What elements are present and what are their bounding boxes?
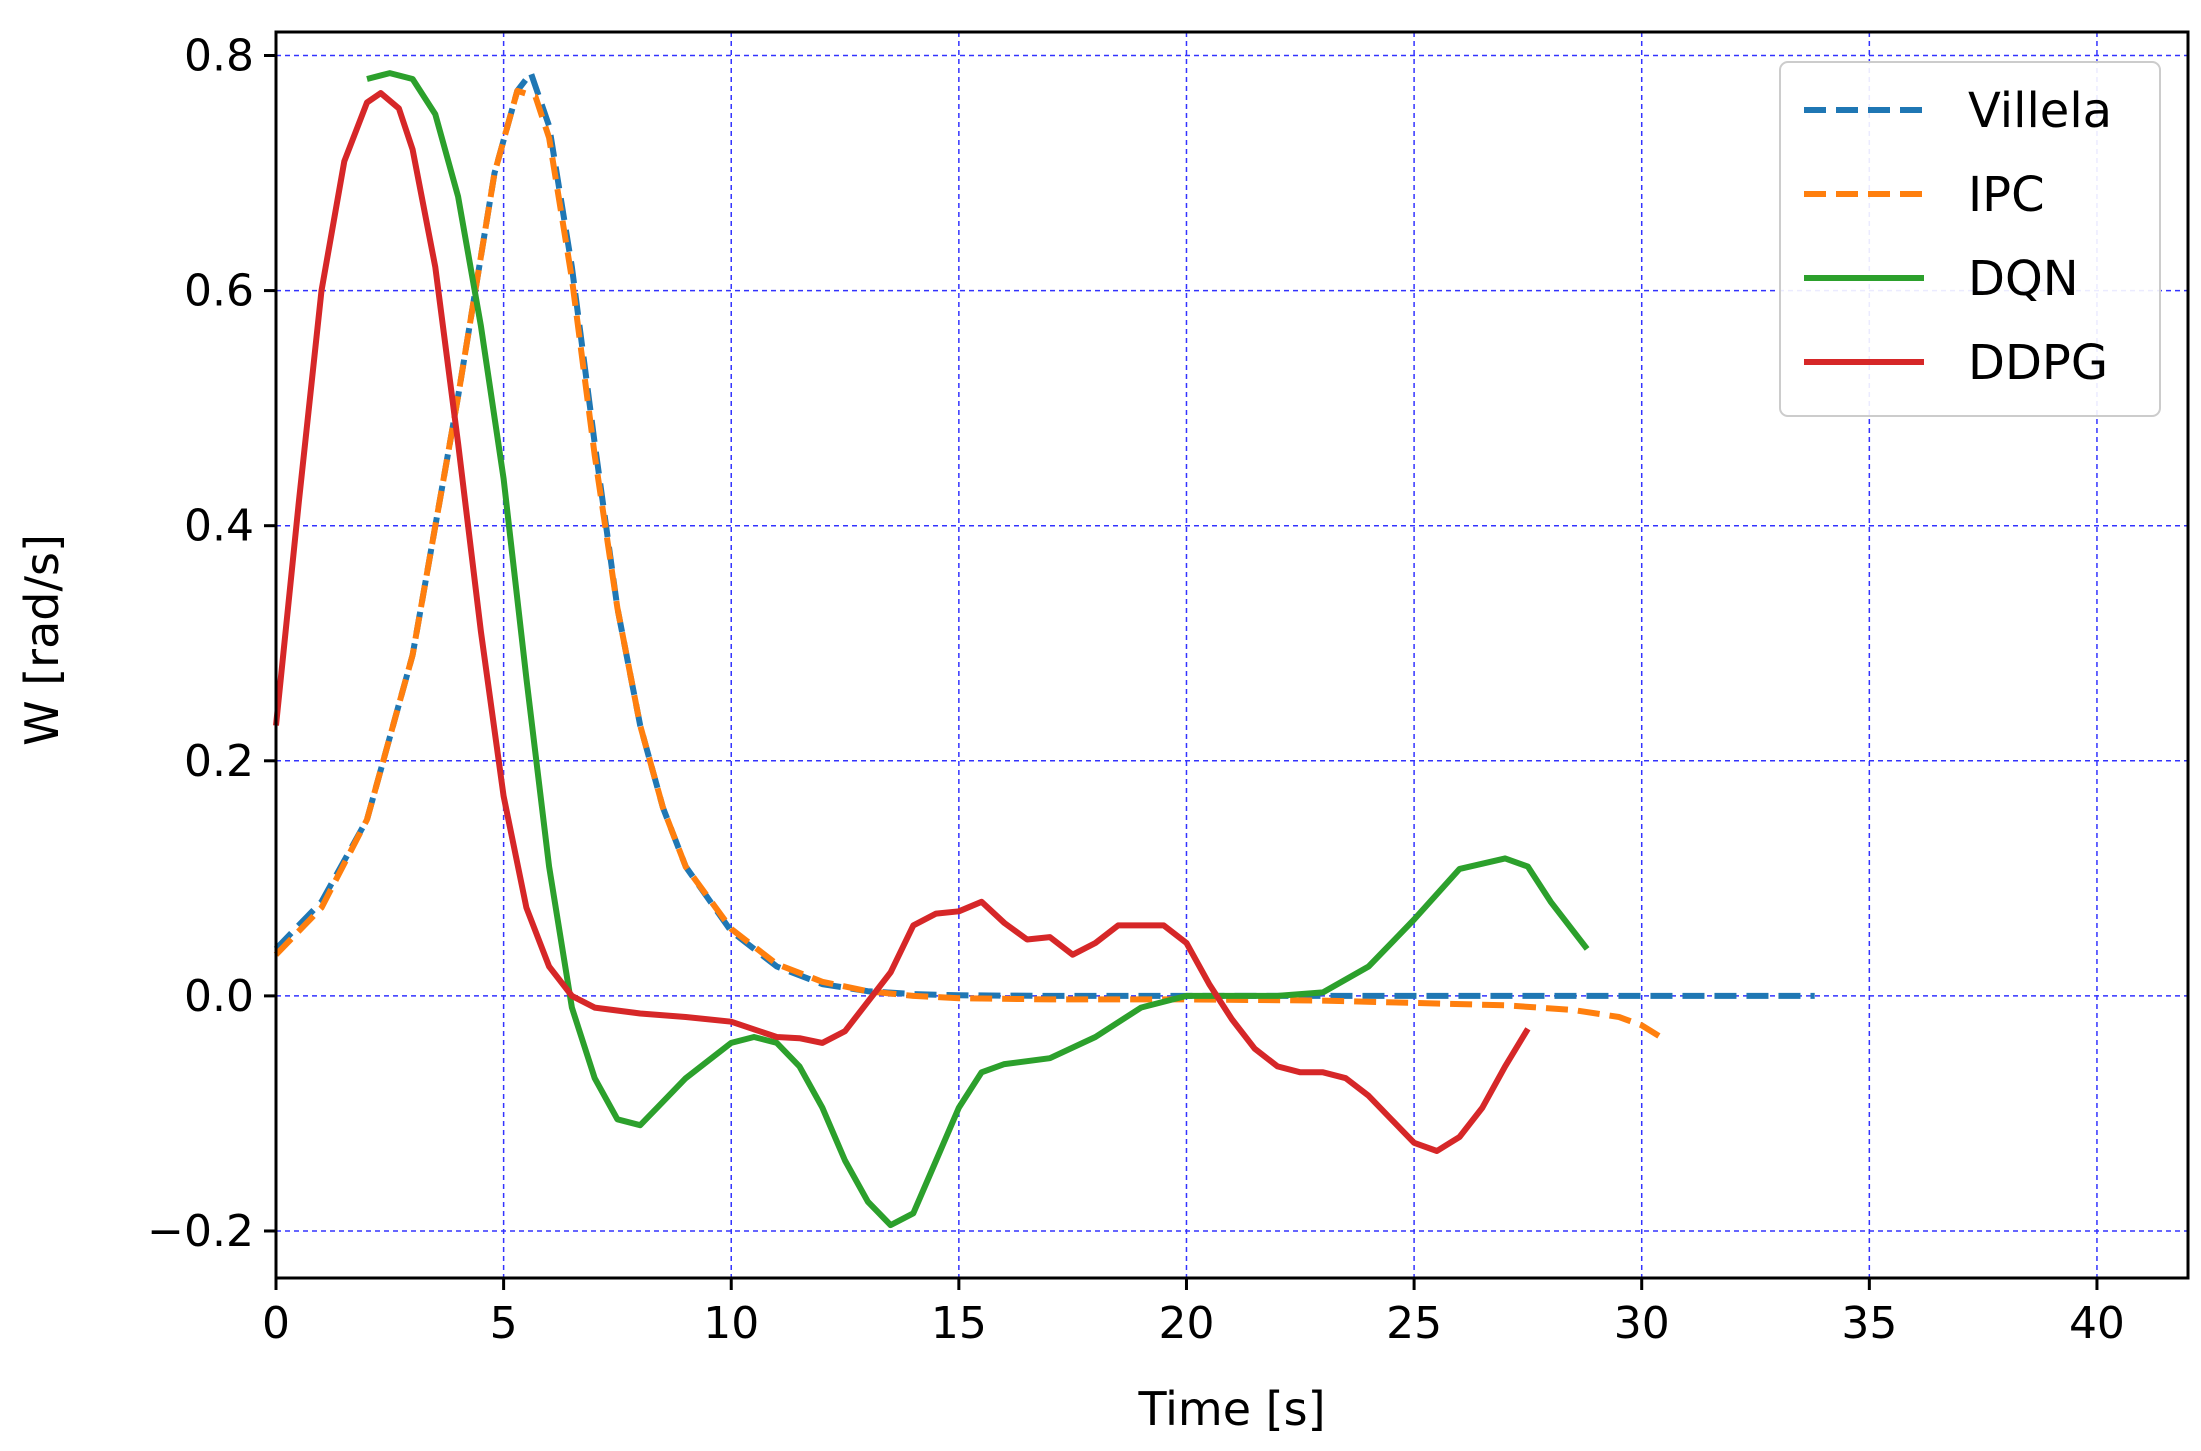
series-line-ipc <box>273 87 1667 1042</box>
y-tick-label: 0.0 <box>184 971 254 1022</box>
legend: Villela IPC DQN DDPG <box>1779 61 2161 417</box>
x-tick-label: 15 <box>931 1298 987 1349</box>
x-tick-label: 0 <box>262 1298 290 1349</box>
y-tick-label: 0.2 <box>184 736 254 787</box>
y-tick-label: −0.2 <box>147 1206 254 1257</box>
x-tick-label: 30 <box>1614 1298 1670 1349</box>
y-tick-label: 0.6 <box>184 266 254 317</box>
x-tick-label: 25 <box>1386 1298 1442 1349</box>
legend-label: Villela <box>1968 83 2112 139</box>
x-tick-label: 5 <box>490 1298 518 1349</box>
series-line-dqn <box>366 70 1590 1229</box>
y-tick-label: 0.8 <box>184 31 254 82</box>
axis-ticks: 0 5 10 15 20 25 30 35 40 −0.2 0.0 0.2 0.4 0.6 0.8 <box>147 31 2125 1349</box>
y-axis-title: W [rad/s] <box>15 534 69 746</box>
series-lines <box>273 70 1815 1229</box>
legend-box <box>1779 61 2161 417</box>
x-axis-title: Time [s] <box>1137 1382 1325 1436</box>
legend-label: DDPG <box>1968 335 2108 391</box>
x-tick-label: 35 <box>1841 1298 1897 1349</box>
legend-label: IPC <box>1968 167 2045 223</box>
series-line-ddpg <box>273 90 1531 1154</box>
x-tick-label: 40 <box>2069 1298 2125 1349</box>
legend-label: DQN <box>1968 251 2079 307</box>
x-tick-label: 20 <box>1158 1298 1214 1349</box>
plot-frame <box>274 30 2190 1280</box>
x-tick-label: 10 <box>703 1298 759 1349</box>
y-tick-label: 0.4 <box>184 501 254 552</box>
series-line-villela <box>273 70 1815 999</box>
